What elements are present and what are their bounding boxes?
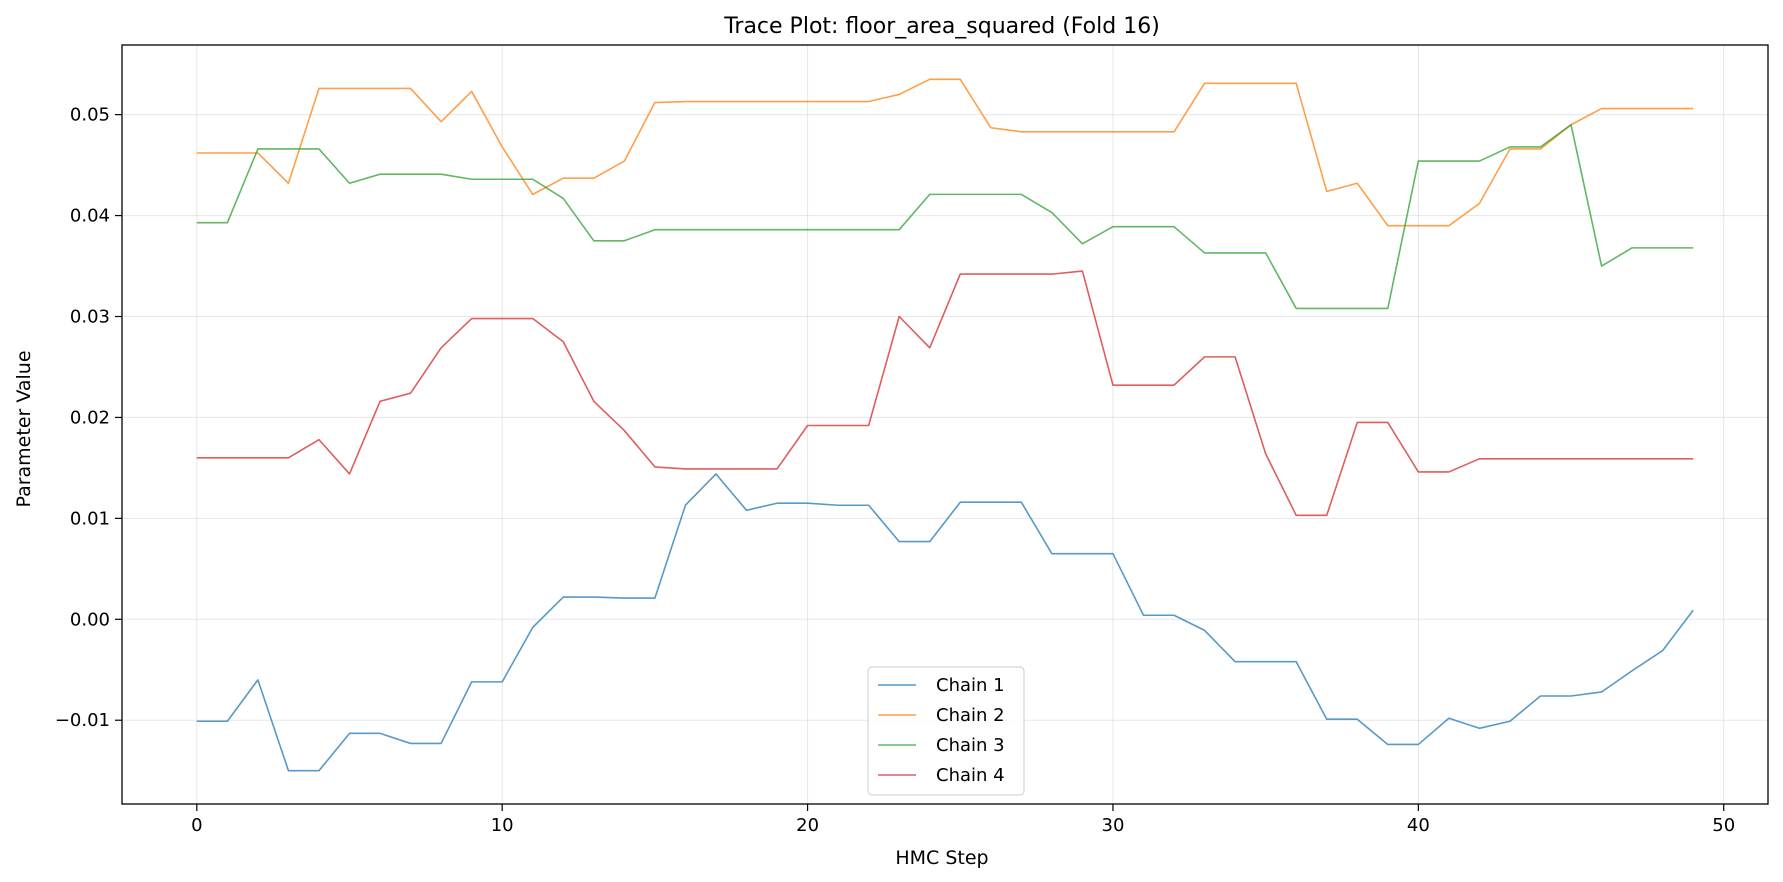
y-tick-label: 0.02 <box>70 407 110 428</box>
y-axis-label: Parameter Value <box>13 350 35 507</box>
x-tick-label: 30 <box>1102 815 1125 836</box>
grid-lines <box>122 45 1768 804</box>
y-tick-label: 0.04 <box>70 206 110 227</box>
series-line-chain-1 <box>196 473 1694 772</box>
series-line-chain-3 <box>196 123 1694 310</box>
legend-label-chain-3: Chain 3 <box>936 735 1005 756</box>
legend-label-chain-2: Chain 2 <box>936 705 1005 726</box>
series-line-chain-4 <box>196 270 1694 517</box>
x-axis-ticks: 0 10 20 30 40 50 <box>191 804 1735 836</box>
series-line-chain-2 <box>196 78 1694 227</box>
y-tick-label: 0.05 <box>70 105 110 126</box>
x-tick-label: 0 <box>191 815 202 836</box>
y-tick-label: 0.00 <box>70 609 110 630</box>
x-tick-label: 20 <box>796 815 819 836</box>
legend-label-chain-1: Chain 1 <box>936 675 1005 696</box>
y-tick-label: −0.01 <box>55 710 110 731</box>
series-lines <box>196 78 1694 772</box>
x-tick-label: 50 <box>1712 815 1735 836</box>
plot-area-frame <box>121 44 1769 805</box>
y-tick-label: 0.01 <box>70 508 110 529</box>
legend: Chain 1 Chain 2 Chain 3 Chain 4 <box>867 666 1025 796</box>
y-tick-label: 0.03 <box>70 307 110 328</box>
legend-box <box>867 666 1025 796</box>
x-tick-label: 10 <box>491 815 514 836</box>
x-axis-label: HMC Step <box>895 847 988 869</box>
chart-title: Trace Plot: floor_area_squared (Fold 16) <box>723 14 1160 39</box>
y-axis-ticks: −0.01 0.00 0.01 0.02 0.03 0.04 0.05 <box>55 105 122 731</box>
legend-label-chain-4: Chain 4 <box>936 765 1005 786</box>
x-tick-label: 40 <box>1407 815 1430 836</box>
